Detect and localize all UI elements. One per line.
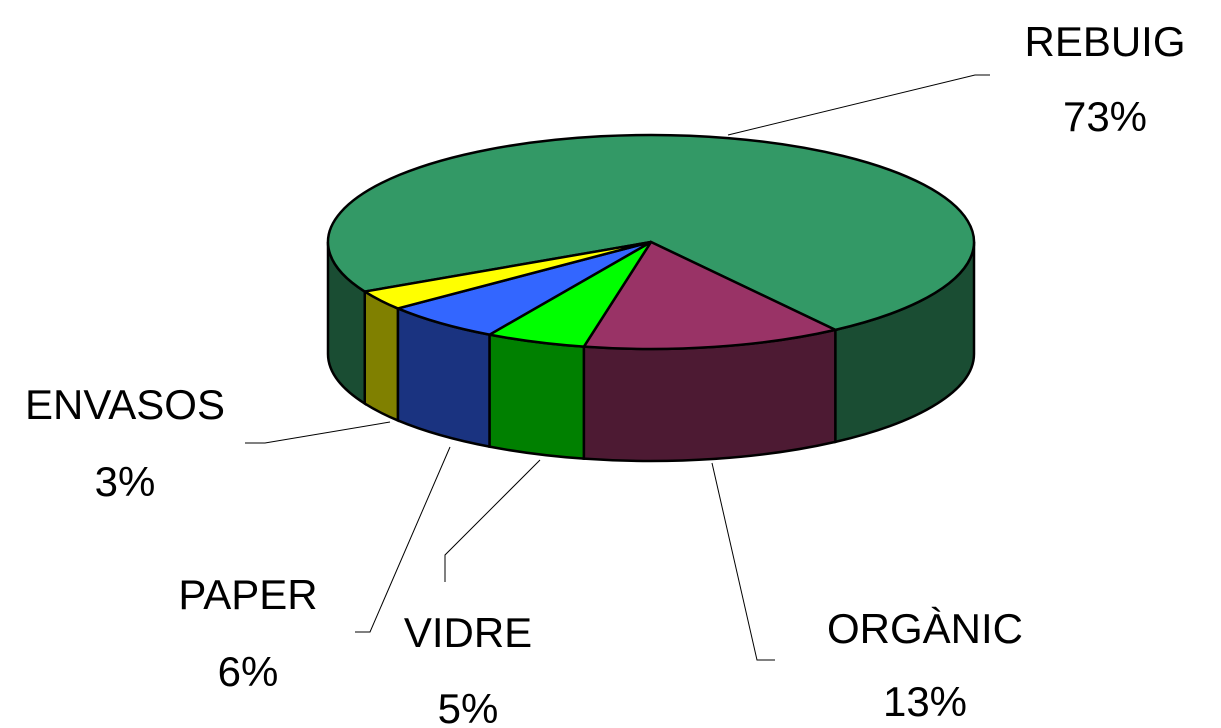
category-label: PAPER <box>178 571 317 618</box>
labels: REBUIG 73% ORGÀNIC 13% VIDRE 5% PAPER 6% ENVASOS… <box>25 18 1185 728</box>
category-label: ORGÀNIC <box>827 605 1023 652</box>
category-label: REBUIG <box>1024 18 1185 65</box>
leader-line <box>245 421 391 444</box>
category-label: ENVASOS <box>25 381 225 428</box>
value-label: 13% <box>883 678 967 725</box>
leader-line <box>711 462 775 661</box>
pie-slice <box>326 133 976 332</box>
category-label: VIDRE <box>404 609 532 656</box>
value-label: 3% <box>95 458 156 505</box>
leader-line <box>355 446 451 633</box>
pie-side <box>363 289 400 423</box>
value-label: 73% <box>1063 93 1147 140</box>
pie-side <box>488 333 586 461</box>
pie-sides <box>326 241 976 463</box>
pie-slice <box>581 240 840 351</box>
value-label: 6% <box>218 648 279 695</box>
pie-slice <box>361 240 652 310</box>
pie-tops <box>326 133 976 351</box>
leader-line <box>444 459 541 582</box>
value-label: 5% <box>438 685 499 728</box>
leader-line <box>727 74 990 136</box>
